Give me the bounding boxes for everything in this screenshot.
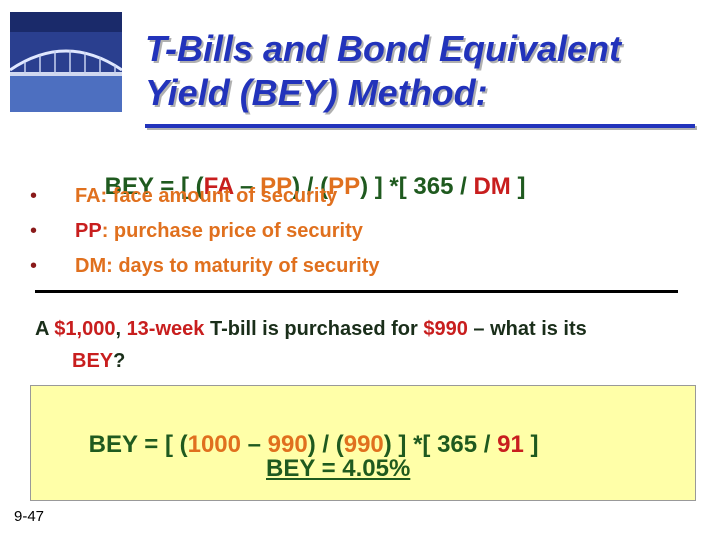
- title-line: Yield (BEY) Method:: [145, 72, 488, 113]
- formula-part: ) ] *[ 365 /: [360, 173, 474, 200]
- text: T-bill is purchased for: [204, 318, 424, 340]
- bullet-text: FA: face amount of security: [75, 185, 337, 208]
- formula-part: 1000: [187, 431, 241, 458]
- text: $1,000: [54, 318, 116, 340]
- formula-part: DM: [473, 173, 511, 200]
- formula-part: –: [233, 173, 261, 200]
- formula: BEY = [ (FA – PP) / (PP) ] *[ 365 / DM ]: [78, 145, 526, 229]
- formula-part: –: [240, 431, 268, 458]
- text: DM: days to maturity of security: [75, 255, 380, 277]
- text: FA: face amount of security: [75, 185, 338, 207]
- text: BEY: [72, 350, 114, 372]
- text: $990: [423, 318, 468, 340]
- formula-part: ]: [523, 431, 539, 458]
- formula-part: 990: [343, 431, 384, 458]
- formula-part: ) / (: [307, 431, 344, 458]
- text: – what is its: [467, 318, 587, 340]
- bullet-text: PP: purchase price of security: [75, 220, 363, 243]
- question: A $1,000, 13-week T-bill is purchased fo…: [35, 318, 587, 341]
- bullet: •: [30, 220, 38, 242]
- bullet: •: [30, 185, 38, 207]
- example-result: BEY = 4.05%: [266, 455, 411, 482]
- bullet: •: [30, 255, 38, 277]
- divider: [35, 290, 678, 293]
- formula-part: PP: [328, 173, 361, 200]
- example-formula: BEY = [ (1000 – 990) / (990) ] *[ 365 / …: [62, 403, 539, 487]
- formula-part: ) ] *[ 365 /: [383, 431, 498, 458]
- text: A: [35, 318, 55, 340]
- formula-part: ]: [510, 173, 526, 200]
- formula-part: 91: [497, 431, 524, 458]
- bridge-photo: [10, 12, 122, 112]
- question: BEY?: [72, 350, 125, 373]
- formula-part: BEY = [ (: [104, 173, 204, 200]
- text: ?: [113, 350, 126, 372]
- title-line: T-Bills and Bond Equivalent: [145, 28, 622, 69]
- title-rule: [145, 124, 695, 128]
- text: PP: [75, 220, 102, 242]
- formula-part: ) / (: [292, 173, 329, 200]
- slide-number: 9-47: [14, 508, 45, 525]
- formula-part: PP: [260, 173, 293, 200]
- example-box: [30, 385, 696, 501]
- formula-part: 990: [267, 431, 308, 458]
- bullet-text: DM: days to maturity of security: [75, 255, 380, 278]
- formula-part: FA: [203, 173, 234, 200]
- text: 13-week: [126, 318, 205, 340]
- formula-part: BEY = [ (: [88, 431, 188, 458]
- text: : purchase price of security: [101, 220, 363, 242]
- text: ,: [115, 318, 127, 340]
